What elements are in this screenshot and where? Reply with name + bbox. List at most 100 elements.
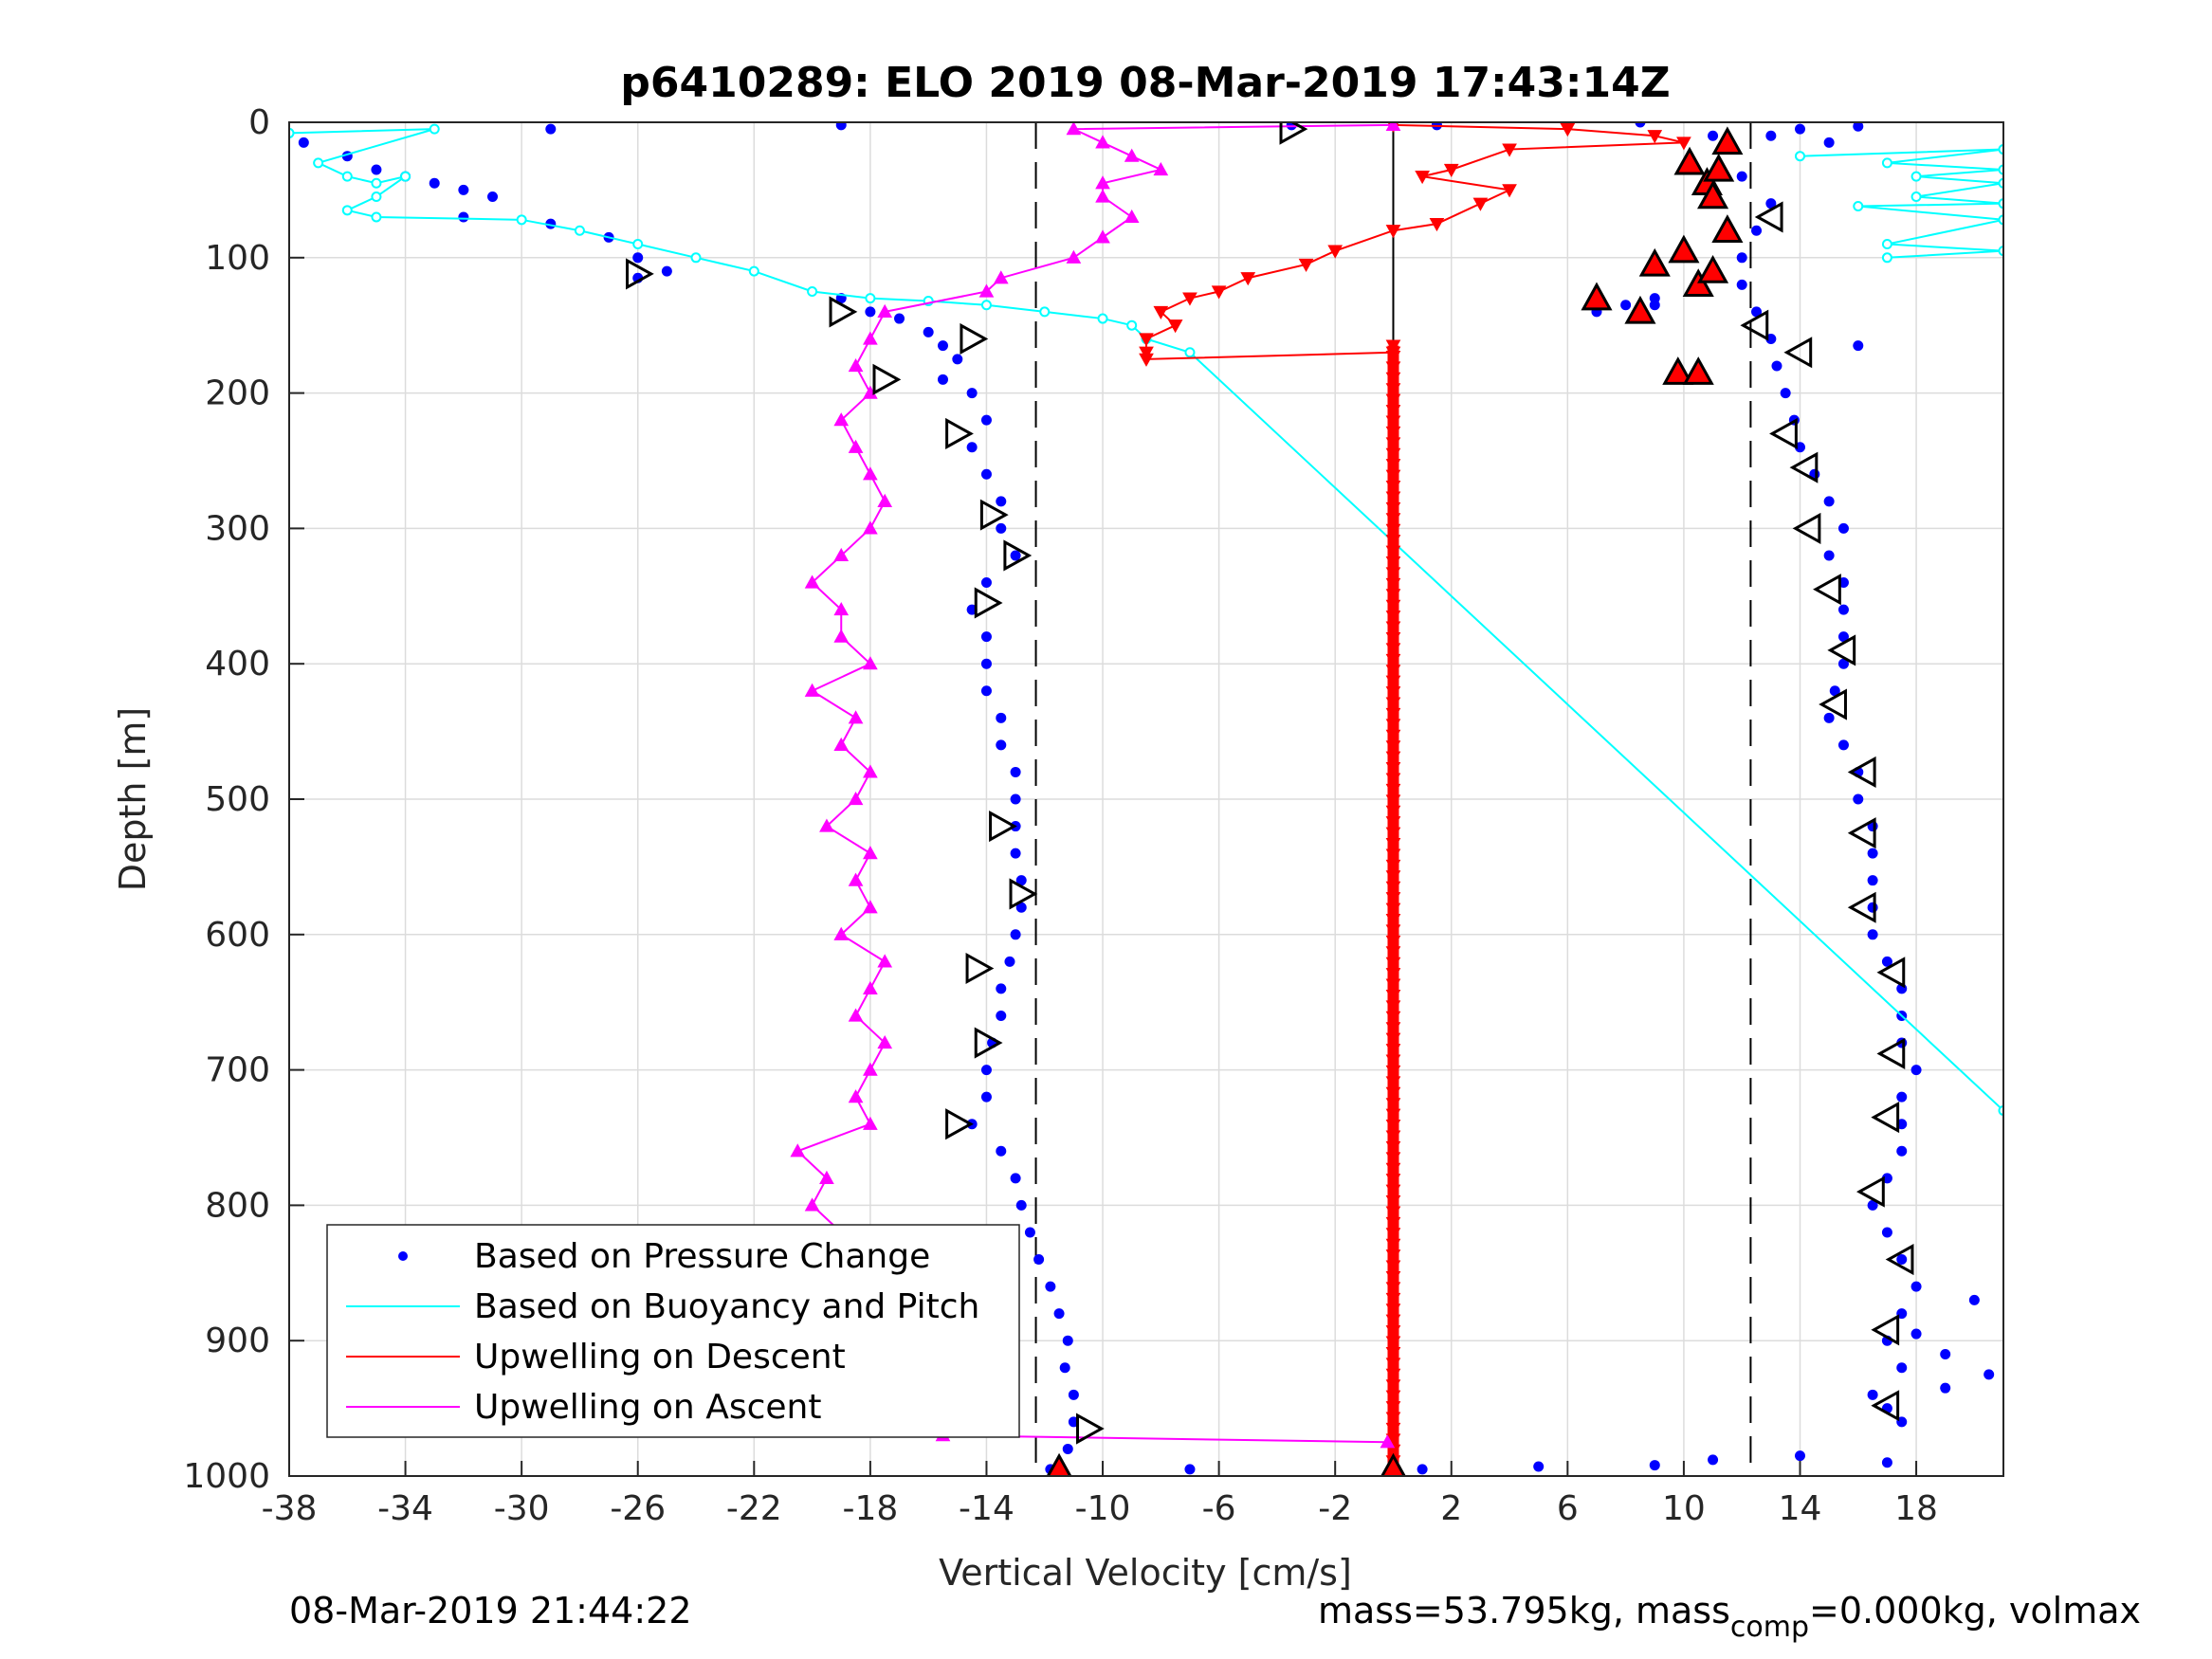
pressure-change-point (1794, 123, 1805, 135)
ascent-upwelling-point (848, 872, 864, 886)
descent-upwelling-point (1385, 1401, 1401, 1415)
pressure-change-point (1045, 1281, 1056, 1292)
descent-upwelling-point (1385, 481, 1401, 495)
buoyancy-pitch-point (1998, 198, 2003, 210)
x-tick-label: -26 (610, 1489, 666, 1528)
descent-upwelling-point (1385, 1228, 1401, 1242)
descent-upwelling-point (1298, 258, 1314, 272)
descent-upwelling-point (1139, 333, 1154, 347)
footer-mass-sub: comp (1730, 1611, 1809, 1644)
descent-upwelling-point (1385, 1011, 1401, 1025)
descent-upwelling-point (1385, 1444, 1401, 1458)
pressure-change-point (1062, 1335, 1073, 1346)
pressure-change-point (980, 1065, 992, 1076)
pressure-change-point (1062, 1443, 1073, 1454)
legend-label: Upwelling on Ascent (474, 1388, 821, 1427)
descent-upwelling-point (1385, 783, 1401, 798)
buoyancy-pitch-point (341, 205, 353, 216)
pressure-change-point (966, 442, 978, 453)
pressure-change-point (661, 265, 672, 277)
buoyancy-pitch-point (1126, 319, 1138, 331)
descent-upwelling-point (1385, 978, 1401, 993)
pressure-change-point (1033, 1254, 1045, 1266)
left-triangle-marker (1827, 634, 1856, 666)
pressure-change-point (1010, 550, 1021, 561)
pressure-change-point (952, 354, 963, 365)
descent-upwelling-point (1385, 361, 1401, 375)
pressure-change-point (1837, 658, 1849, 669)
buoyancy-pitch-point (632, 239, 644, 250)
descent-upwelling-point (1502, 184, 1517, 198)
ascent-upwelling-point (877, 303, 893, 319)
ascent-upwelling-point (1066, 122, 1082, 136)
descent-upwelling-point (1385, 1282, 1401, 1296)
right-triangle-marker (626, 258, 654, 290)
ascent-upwelling-point (790, 1143, 806, 1158)
red-triangle-marker (1624, 295, 1656, 324)
x-tick-label: -18 (842, 1489, 898, 1528)
descent-upwelling-point (1385, 1130, 1401, 1144)
descent-upwelling-point (1385, 848, 1401, 863)
buoyancy-pitch-point (371, 191, 382, 203)
right-triangle-marker (979, 499, 1009, 531)
descent-upwelling-point (1385, 426, 1401, 441)
left-triangle-marker (1871, 1314, 1900, 1346)
descent-upwelling-point (1385, 523, 1401, 538)
legend-label: Based on Buoyancy and Pitch (474, 1287, 979, 1326)
descent-upwelling-point (1385, 225, 1401, 239)
descent-upwelling-point (1385, 707, 1401, 722)
ascent-upwelling-point (877, 493, 893, 507)
red-triangle-marker (1682, 356, 1714, 385)
pressure-change-point (865, 306, 876, 318)
descent-upwelling-point (1385, 1379, 1401, 1394)
descent-upwelling-point (1385, 1412, 1401, 1426)
buoyancy-pitch-point (1910, 191, 1922, 203)
pressure-change-point (1837, 739, 1849, 751)
ascent-upwelling-point (1385, 122, 1401, 131)
buoyancy-pitch-point (1097, 313, 1108, 324)
descent-upwelling-point (1385, 1249, 1401, 1264)
pressure-change-point (1010, 766, 1021, 777)
descent-upwelling-point (1385, 665, 1401, 679)
right-triangle-marker (974, 1027, 1003, 1059)
ascent-upwelling-point (1095, 229, 1110, 244)
left-triangle-marker (1754, 201, 1783, 233)
red-triangle-marker (1711, 214, 1744, 243)
red-triangle-marker (1581, 282, 1613, 311)
pressure-change-point (1053, 1308, 1065, 1320)
descent-upwelling-point (1385, 567, 1401, 581)
red-triangle-marker (1046, 1452, 1072, 1476)
descent-upwelling-point (1385, 1368, 1401, 1382)
pressure-change-point (1823, 137, 1835, 148)
buoyancy-pitch-point (1998, 177, 2003, 189)
pressure-change-point (1910, 1065, 1922, 1076)
red-triangle-marker (1711, 126, 1744, 155)
pressure-change-point (1983, 1369, 1995, 1380)
descent-upwelling-point (1385, 729, 1401, 743)
y-tick-label: 1000 (183, 1457, 270, 1496)
descent-upwelling-point (1676, 137, 1691, 151)
ascent-upwelling-point (863, 980, 878, 995)
buoyancy-pitch-point (865, 293, 876, 304)
red-triangle-marker (1682, 268, 1714, 298)
buoyancy-pitch-point (371, 177, 382, 189)
legend-label: Upwelling on Descent (474, 1338, 846, 1376)
descent-upwelling-point (1385, 1054, 1401, 1068)
ascent-upwelling-point (863, 846, 878, 860)
descent-upwelling-point (1385, 1216, 1401, 1231)
buoyancy-pitch-point (429, 123, 440, 135)
pressure-change-point (980, 414, 992, 426)
descent-upwelling-point (1385, 469, 1401, 483)
left-triangle-marker (1847, 756, 1876, 788)
x-tick-label: 10 (1662, 1489, 1706, 1528)
descent-upwelling-point (1385, 1152, 1401, 1166)
ascent-upwelling-point (877, 954, 893, 968)
x-tick-label: 6 (1557, 1489, 1579, 1528)
descent-upwelling-point (1385, 1086, 1401, 1101)
descent-upwelling-point (1385, 859, 1401, 874)
x-tick-label: -22 (726, 1489, 782, 1528)
legend-box (326, 1224, 1020, 1438)
descent-upwelling-point (1385, 1044, 1401, 1058)
pressure-change-point (1010, 929, 1021, 940)
